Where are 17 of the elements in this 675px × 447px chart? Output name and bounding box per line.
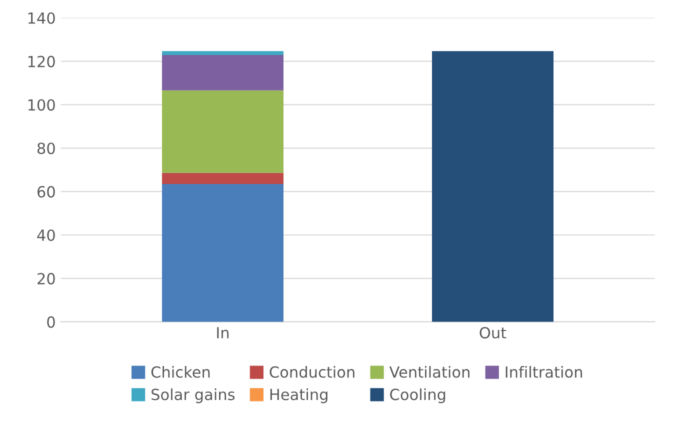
y-tick-label: 20 bbox=[38, 272, 55, 284]
legend-label: Solar gains bbox=[152, 388, 235, 404]
y-tick-label: 0 bbox=[47, 316, 55, 328]
legend-label: Cooling bbox=[390, 388, 446, 404]
legend-label: Heating bbox=[270, 388, 328, 404]
y-tick-label: 40 bbox=[37, 229, 55, 242]
x-tick-label: In bbox=[217, 327, 229, 338]
y-tick-label: 120 bbox=[28, 56, 55, 68]
y-tick-label: 140 bbox=[28, 12, 55, 24]
y-tick-label: 100 bbox=[28, 99, 55, 111]
legend-label: Ventilation bbox=[389, 366, 470, 378]
legend-label: Chicken bbox=[151, 366, 210, 378]
legend-label: Conduction bbox=[270, 366, 354, 378]
legend-label: Infiltration bbox=[506, 366, 582, 378]
y-tick-label: 80 bbox=[37, 142, 55, 154]
y-tick-label: 60 bbox=[38, 186, 55, 198]
x-tick-label: Out bbox=[480, 326, 506, 339]
